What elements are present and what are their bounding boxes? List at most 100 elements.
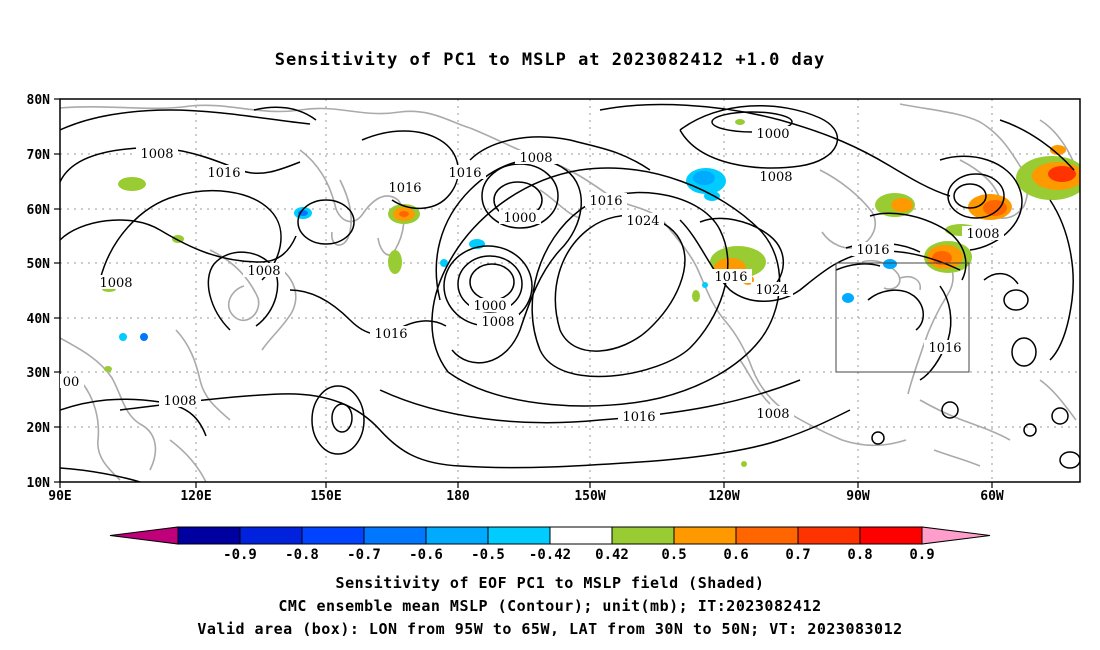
contour-label: 1008: [481, 315, 514, 330]
colorbar-tick-label: 0.42: [595, 547, 629, 563]
colorbar-segment: [797, 526, 861, 545]
contour-label-group: 1016: [384, 180, 426, 196]
lon-label: 90W: [846, 489, 870, 504]
lon-label: 180: [446, 489, 470, 504]
lat-label: 30N: [27, 366, 51, 381]
lat-label: 10N: [27, 476, 51, 491]
contour-label-group: 1008: [243, 263, 285, 279]
contour-label-group: 1016: [924, 340, 966, 356]
colorbar-segment: [239, 526, 303, 545]
contour-label: 1008: [519, 151, 552, 166]
colorbar-segment: [425, 526, 489, 545]
colorbar-tick-label: -0.5: [471, 547, 505, 563]
lon-label: 150E: [310, 489, 341, 504]
contour-label: 1000: [503, 211, 536, 226]
colorbar-tick-label: 0.5: [661, 547, 686, 563]
colorbar-segment: [859, 526, 923, 545]
contour-label: 1016: [589, 194, 622, 209]
lat-label: 50N: [27, 257, 51, 272]
contour-label-group: 1024: [622, 213, 664, 229]
colorbar-tick-label: -0.9: [223, 547, 257, 563]
contour-label: 1016: [928, 341, 961, 356]
lon-label: 120W: [708, 489, 739, 504]
colorbar-segment: [549, 526, 613, 545]
colorbar-segment: [177, 526, 241, 545]
lon-label: 60W: [980, 489, 1004, 504]
lon-label: 150W: [574, 489, 605, 504]
contour-label: 1016: [856, 243, 889, 258]
contour-label: 1008: [99, 276, 132, 291]
contour-label-group: 1008: [962, 226, 1004, 242]
tick-marks: [54, 98, 993, 488]
contour-label: 1000: [473, 299, 506, 314]
contour-label-group: 1008: [136, 146, 178, 162]
colorbar-segment: [735, 526, 799, 545]
valid-area-box: [835, 262, 970, 373]
contour-label: 1016: [448, 166, 481, 181]
colorbar-segment: [673, 526, 737, 545]
contour-label-group: 1016: [618, 409, 660, 425]
colorbar-segment: [487, 526, 551, 545]
contour-label: 1008: [247, 264, 280, 279]
contour-label: 1008: [163, 394, 196, 409]
lat-label: 70N: [27, 148, 51, 163]
contour-label: 1008: [756, 407, 789, 422]
colorbar-tick-label: -0.7: [347, 547, 381, 563]
contour-label-group: 1000: [499, 210, 541, 226]
contour-label: 1000: [756, 127, 789, 142]
colorbar-tick-label: -0.42: [529, 547, 571, 563]
contour-label-group: 1016: [444, 165, 486, 181]
colorbar-tick-label: -0.8: [285, 547, 319, 563]
colorbar-low-triangle: [109, 526, 179, 545]
contour-label-group: 1000: [469, 298, 511, 314]
colorbar-segment: [363, 526, 427, 545]
lon-label: 90E: [48, 489, 71, 504]
contour-label-group: 1008: [755, 169, 797, 185]
contour-labels: 1008 1016 1016 1016 1008 1000 1008 1016 …: [60, 126, 1004, 425]
contour-label-group: 1008: [752, 406, 794, 422]
contour-label: 1024: [626, 214, 659, 229]
colorbar-tick-label: 0.7: [785, 547, 810, 563]
contour-label-group: 1016: [585, 193, 627, 209]
contour-label: 00: [63, 375, 80, 390]
colorbar-tick-label: 0.6: [723, 547, 748, 563]
contour-label-group: 1008: [515, 150, 557, 166]
coastlines: [60, 103, 1077, 482]
contour-label-group: 1016: [852, 242, 894, 258]
caption-line-3: Valid area (box): LON from 95W to 65W, L…: [197, 620, 903, 638]
contour-label: 1016: [622, 410, 655, 425]
map-frame: [60, 99, 1080, 482]
contour-label-group: 00: [60, 374, 84, 390]
lat-label: 80N: [27, 93, 51, 108]
contour-label-group: 1016: [203, 165, 245, 181]
caption-line-2: CMC ensemble mean MSLP (Contour); unit(m…: [278, 597, 822, 615]
contour-label-group: 1016: [710, 269, 752, 285]
lat-label: 20N: [27, 421, 51, 436]
colorbar-high-triangle: [921, 526, 991, 545]
colorbar-tick-label: -0.6: [409, 547, 443, 563]
contour-label: 1016: [388, 181, 421, 196]
colorbar-segment: [301, 526, 365, 545]
contour-label-group: 1008: [159, 393, 201, 409]
contour-label-group: 1016: [370, 326, 412, 342]
lat-label: 60N: [27, 203, 51, 218]
longitude-labels: 90E 120E 150E 180 150W 120W 90W 60W: [48, 489, 1004, 504]
mslp-contours: [60, 103, 1080, 482]
contour-label: 1016: [207, 166, 240, 181]
contour-label: 1008: [140, 147, 173, 162]
lon-label: 120E: [180, 489, 211, 504]
caption-line-1: Sensitivity of EOF PC1 to MSLP field (Sh…: [335, 574, 765, 592]
colorbar-segment: [611, 526, 675, 545]
lat-label: 40N: [27, 312, 51, 327]
colorbar-tick-label: 0.9: [909, 547, 934, 563]
contour-label: 1016: [714, 270, 747, 285]
contour-label-group: 1008: [95, 275, 137, 291]
contour-label: 1024: [755, 283, 788, 298]
colorbar: -0.9 -0.8 -0.7 -0.6 -0.5 -0.42 0.42 0.5 0.6 0.7 0.…: [109, 526, 991, 563]
contour-label: 1016: [374, 327, 407, 342]
contour-label: 1008: [966, 227, 999, 242]
contour-label-group: 1008: [477, 314, 519, 330]
contour-label: 1008: [759, 170, 792, 185]
chart-title: Sensitivity of PC1 to MSLP at 2023082412…: [274, 50, 826, 70]
